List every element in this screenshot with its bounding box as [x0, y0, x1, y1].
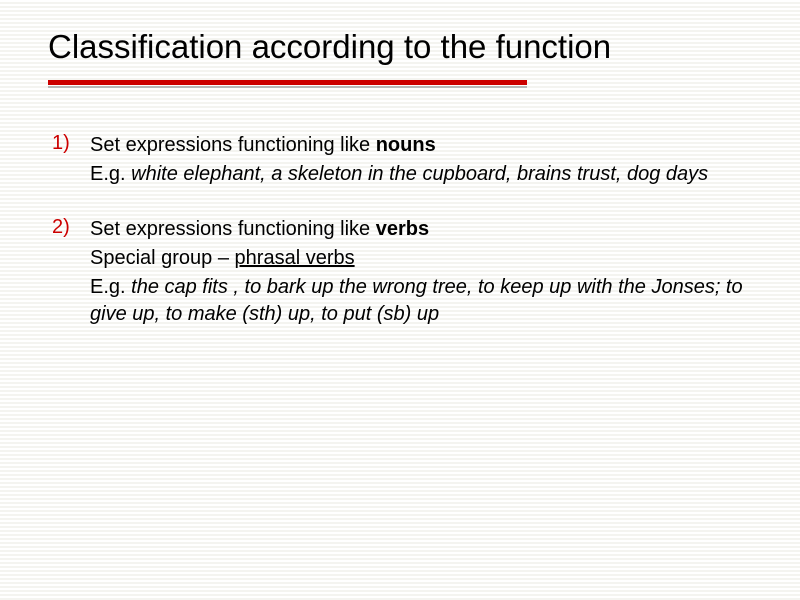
example-line: E.g. white elephant, a skeleton in the c… — [90, 161, 752, 188]
list-lead: Set expressions functioning like verbs — [90, 216, 752, 243]
eg-text: white elephant, a skeleton in the cupboa… — [131, 163, 708, 185]
special-line: Special group – phrasal verbs — [90, 245, 752, 272]
lead-bold: verbs — [376, 218, 429, 240]
eg-label: E.g. — [90, 276, 131, 298]
list-item: 1) Set expressions functioning like noun… — [52, 132, 752, 188]
eg-text: the cap fits , to bark up the wrong tree… — [90, 276, 743, 325]
list-row: 1) Set expressions functioning like noun… — [52, 132, 752, 159]
rule-red — [48, 80, 527, 85]
lead-text: Set expressions functioning like — [90, 134, 376, 156]
list-marker: 2) — [52, 216, 90, 239]
content: 1) Set expressions functioning like noun… — [48, 132, 752, 328]
title-rule — [48, 80, 752, 88]
lead-bold: nouns — [376, 134, 436, 156]
list-marker: 1) — [52, 132, 90, 155]
slide: Classification according to the function… — [0, 0, 800, 396]
eg-label: E.g. — [90, 163, 131, 185]
lead-text: Set expressions functioning like — [90, 218, 376, 240]
special-ul: phrasal verbs — [235, 247, 355, 269]
list-row: 2) Set expressions functioning like verb… — [52, 216, 752, 243]
rule-grey — [48, 86, 527, 88]
special-text: Special group – — [90, 247, 235, 269]
list-lead: Set expressions functioning like nouns — [90, 132, 752, 159]
list-item: 2) Set expressions functioning like verb… — [52, 216, 752, 328]
example-line: E.g. the cap fits , to bark up the wrong… — [90, 274, 752, 328]
slide-title: Classification according to the function — [48, 28, 752, 66]
